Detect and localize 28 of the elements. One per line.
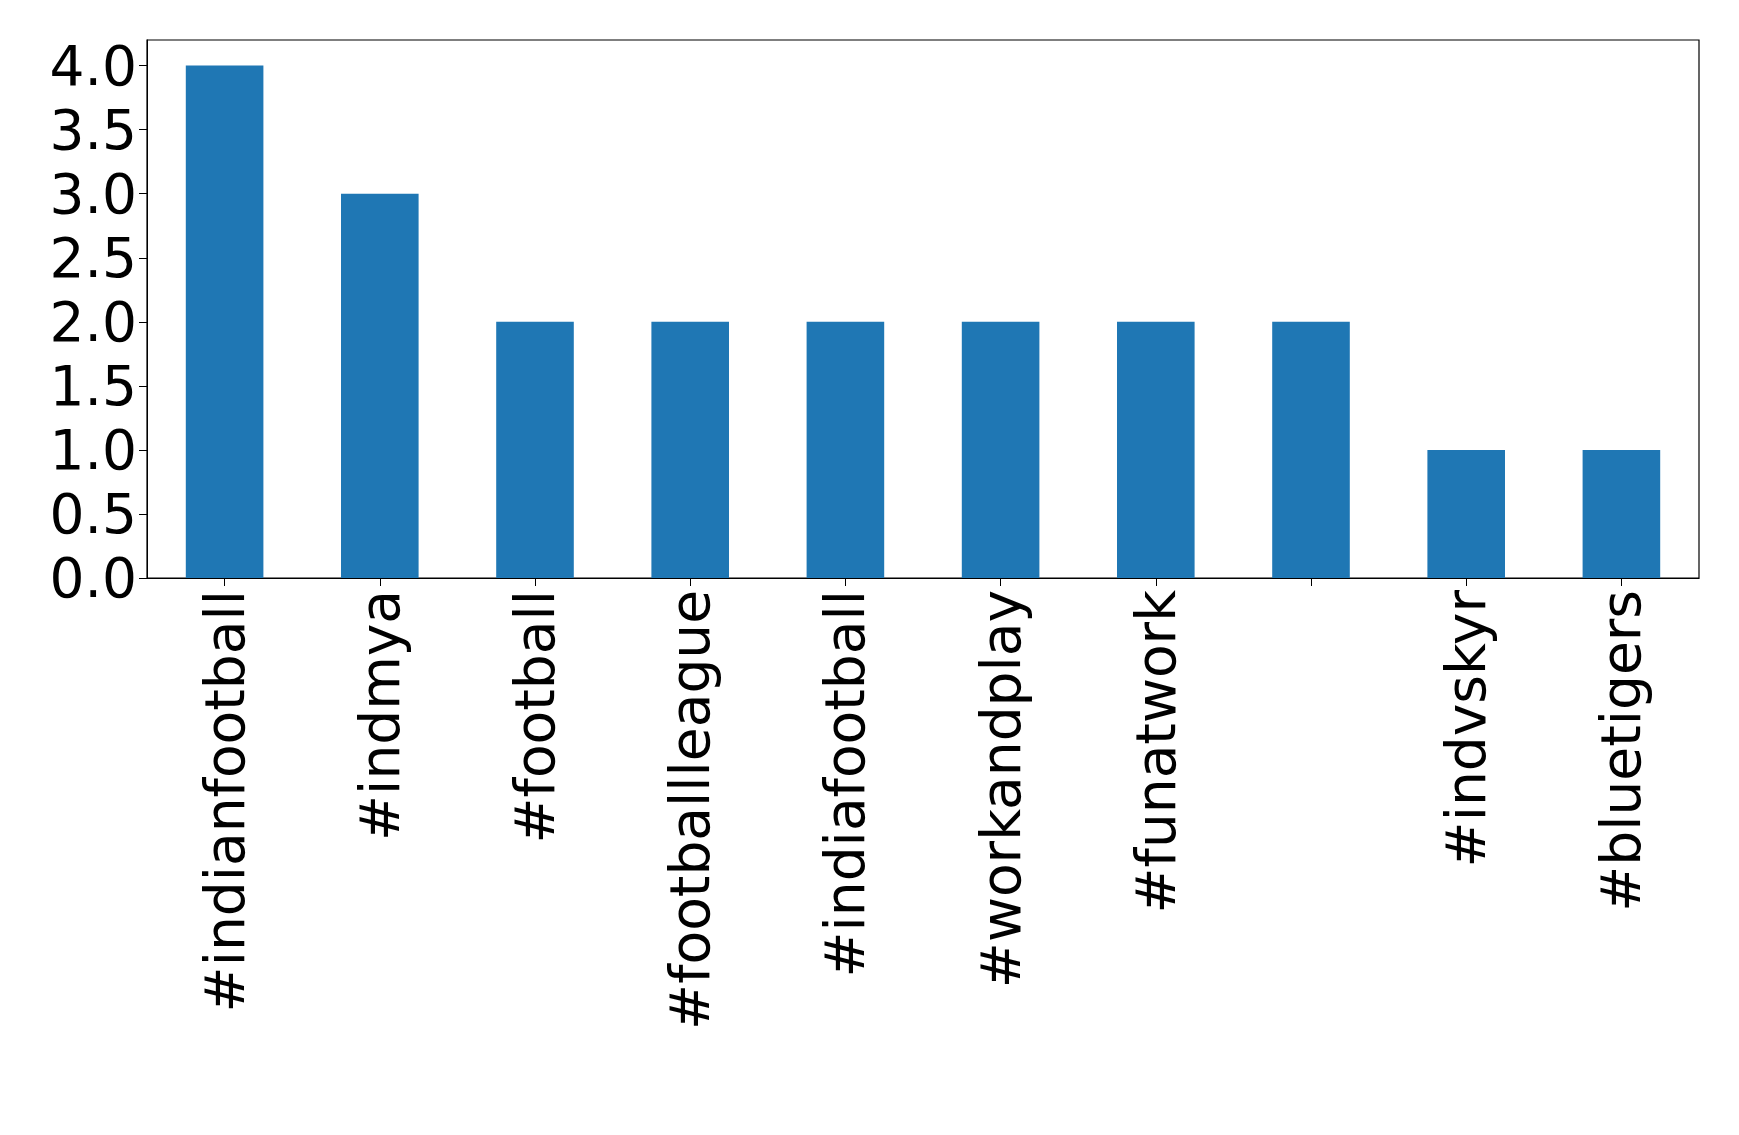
bar (651, 321, 729, 578)
bar (1117, 321, 1195, 578)
y-tick-label: 3.0 (49, 161, 137, 226)
bar (806, 321, 885, 578)
y-tick-label: 1.0 (49, 417, 137, 482)
x-tick-label: #bluetigers (1589, 590, 1654, 912)
bar (185, 65, 264, 578)
y-tick-label: 2.5 (49, 225, 137, 290)
bar (1582, 449, 1661, 578)
x-tick-label: #workandplay (968, 590, 1033, 989)
y-tick-label: 0.5 (49, 481, 137, 546)
y-tick-label: 2.0 (49, 289, 137, 354)
bar (341, 193, 419, 578)
bar (1272, 321, 1350, 578)
x-tick-label: #indianfootball (192, 590, 257, 1013)
x-tick-label: #funatwork (1123, 589, 1188, 914)
x-tick-label: #indmya (347, 590, 412, 841)
y-tick-label: 0.0 (49, 546, 137, 610)
y-tick-label: 1.5 (49, 353, 137, 418)
x-tick-label: #footballleague (658, 590, 723, 1030)
y-tick-label: 4.0 (49, 33, 137, 98)
x-tick-label: #indiafootball (813, 590, 878, 978)
bar (496, 321, 574, 578)
bar (1427, 449, 1505, 578)
x-tick-label: #football (503, 590, 567, 844)
x-tick-label: #indvskyr (1434, 589, 1499, 868)
bar (961, 321, 1040, 578)
y-tick-label: 3.5 (49, 97, 137, 162)
